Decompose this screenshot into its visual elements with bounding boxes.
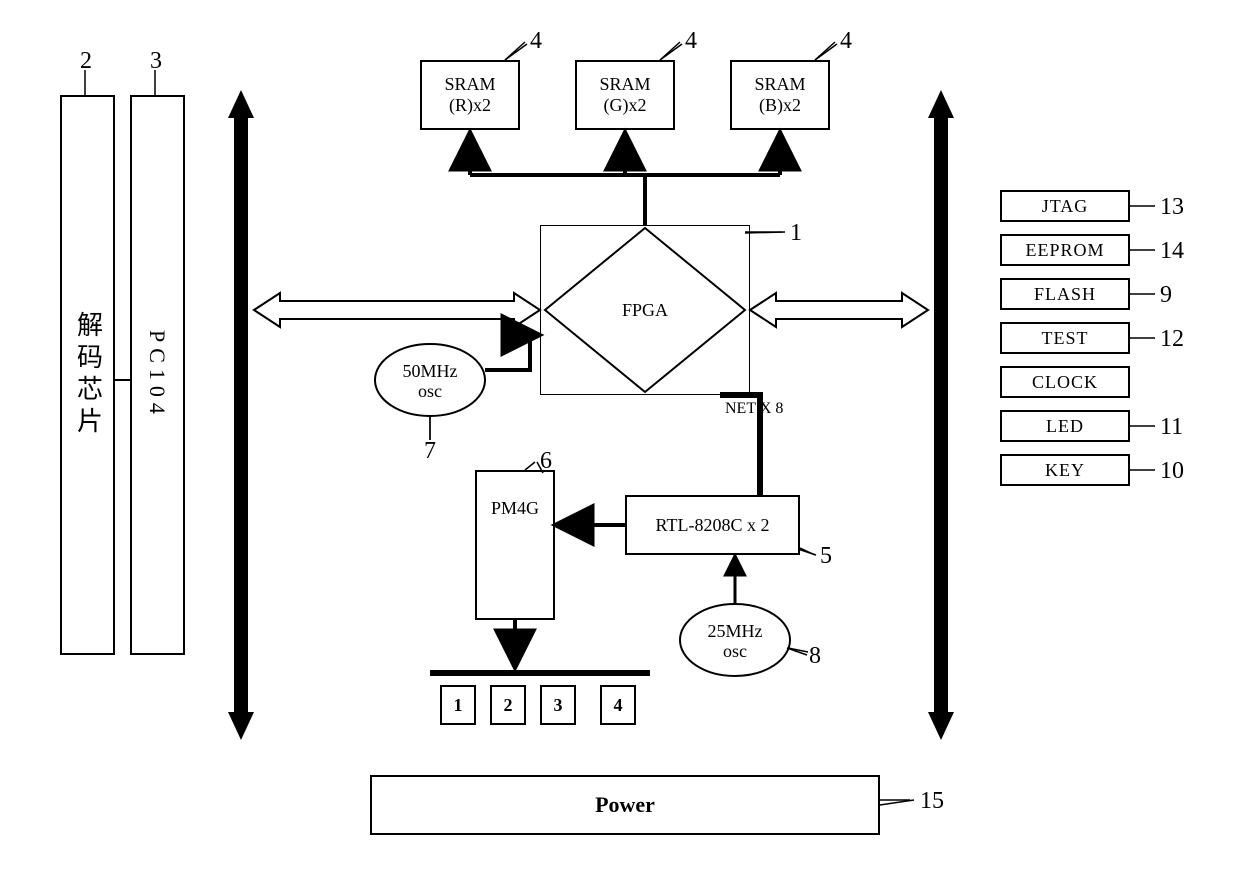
callout-9: 9: [1160, 282, 1172, 309]
callout-15: 15: [920, 788, 944, 815]
callout-10: 10: [1160, 458, 1184, 485]
sram-line1: SRAM: [444, 74, 495, 95]
callout-sram-1: 4: [685, 28, 697, 55]
pc104-block: PC104: [130, 95, 185, 655]
port-2: 2: [490, 685, 526, 725]
sram-block-1: SRAM(G)x2: [575, 60, 675, 130]
pm4g-block: PM4G: [475, 470, 555, 620]
callout-sram-0: 4: [530, 28, 542, 55]
port-1: 1: [440, 685, 476, 725]
decoder-chip-label: 解码芯片: [73, 311, 103, 439]
callout-6: 6: [540, 448, 552, 475]
callout-14: 14: [1160, 238, 1184, 265]
net-label: NET X 8: [725, 400, 783, 418]
callout-5: 5: [820, 543, 832, 570]
periph-test: TEST: [1000, 322, 1130, 354]
sram-line1: SRAM: [754, 74, 805, 95]
sram-line2: (G)x2: [604, 95, 647, 116]
callout-sram-2: 4: [840, 28, 852, 55]
sram-line2: (R)x2: [449, 95, 491, 116]
sram-block-0: SRAM(R)x2: [420, 60, 520, 130]
sram-line2: (B)x2: [759, 95, 801, 116]
rtl-block: RTL-8208C x 2: [625, 495, 800, 555]
periph-led: LED: [1000, 410, 1130, 442]
callout-13: 13: [1160, 194, 1184, 221]
periph-clock: CLOCK: [1000, 366, 1130, 398]
port-3: 3: [540, 685, 576, 725]
sram-block-2: SRAM(B)x2: [730, 60, 830, 130]
callout-1: 1: [790, 220, 802, 247]
power-block: Power: [370, 775, 880, 835]
callout-osc50: 7: [424, 438, 436, 465]
callout-2: 2: [80, 48, 92, 75]
callout-osc25: 8: [809, 643, 821, 670]
decoder-chip: 解码芯片: [60, 95, 115, 655]
periph-jtag: JTAG: [1000, 190, 1130, 222]
port-4: 4: [600, 685, 636, 725]
pc104-label: PC104: [145, 330, 170, 420]
sram-line1: SRAM: [599, 74, 650, 95]
fpga-box: [540, 225, 750, 395]
periph-eeprom: EEPROM: [1000, 234, 1130, 266]
callout-3: 3: [150, 48, 162, 75]
periph-flash: FLASH: [1000, 278, 1130, 310]
periph-key: KEY: [1000, 454, 1130, 486]
callout-11: 11: [1160, 414, 1183, 441]
callout-12: 12: [1160, 326, 1184, 353]
